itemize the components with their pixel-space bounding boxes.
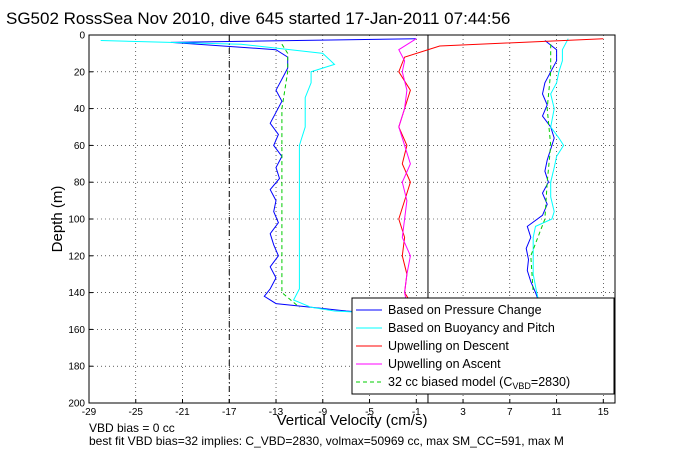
- legend-box: [351, 297, 615, 395]
- x-tick-label: -13: [269, 407, 284, 418]
- y-tick-label: 100: [68, 215, 85, 226]
- legend-label-pressure: Based on Pressure Change: [388, 303, 542, 317]
- legend-label-model: 32 cc biased model (CVBD=2830): [388, 375, 570, 391]
- x-tick-label: -1: [412, 407, 421, 418]
- x-tick-label: -25: [129, 407, 144, 418]
- footer-best-fit: best fit VBD bias=32 implies: C_VBD=2830…: [89, 434, 564, 448]
- y-tick-label: 140: [68, 288, 85, 299]
- x-tick-label: 3: [460, 407, 466, 418]
- y-tick-label: 200: [68, 399, 85, 410]
- legend-label-model-end: =2830): [531, 375, 570, 389]
- series-line-1-0: [100, 40, 370, 314]
- series-line-2-0: [398, 38, 604, 303]
- x-tick-label: 15: [598, 407, 610, 418]
- series-lines: [100, 38, 604, 314]
- y-tick-label: 80: [74, 178, 86, 189]
- series-line-4-0: [281, 43, 300, 308]
- plot-frame: [88, 34, 616, 404]
- axis-ticks: -29 -25 -21 -17 -13 -9 -5 -1 3 7 11 150204060801001…: [68, 31, 609, 419]
- legend-label-ascent: Upwelling on Ascent: [388, 357, 501, 371]
- y-tick-label: 160: [68, 325, 85, 336]
- series-line-0-1: [525, 40, 558, 302]
- x-tick-label: -17: [222, 407, 237, 418]
- x-tick-label: -21: [175, 407, 190, 418]
- footer-vbd-bias: VBD bias = 0 cc: [89, 421, 175, 435]
- y-tick-label: 0: [79, 31, 85, 42]
- x-axis-label: Vertical Velocity (cm/s): [277, 412, 428, 429]
- y-tick-label: 60: [74, 141, 86, 152]
- legend: Based on Pressure Change Based on Buoyan…: [351, 297, 615, 395]
- y-axis-label: Depth (m): [49, 186, 66, 253]
- x-tick-label: 11: [551, 407, 562, 418]
- legend-label-descent: Upwelling on Descent: [388, 339, 509, 353]
- x-tick-label: -29: [82, 407, 97, 418]
- x-tick-label: 7: [507, 407, 513, 418]
- x-tick-label: -5: [365, 407, 374, 418]
- chart-title: SG502 RossSea Nov 2010, dive 645 started…: [6, 9, 510, 28]
- x-tick-label: -9: [318, 407, 327, 418]
- series-line-4-1: [530, 44, 552, 293]
- legend-label-model-main: 32 cc biased model (C: [388, 375, 512, 389]
- series-line-0-0: [170, 38, 417, 314]
- series-line-3-0: [398, 38, 417, 304]
- series-line-1-1: [532, 38, 569, 302]
- y-tick-label: 20: [74, 67, 86, 78]
- legend-label-model-sub: VBD: [512, 381, 531, 391]
- y-tick-label: 120: [68, 251, 85, 262]
- y-tick-label: 40: [74, 104, 86, 115]
- legend-label-buoyancy: Based on Buoyancy and Pitch: [388, 321, 555, 335]
- y-tick-label: 180: [68, 362, 85, 373]
